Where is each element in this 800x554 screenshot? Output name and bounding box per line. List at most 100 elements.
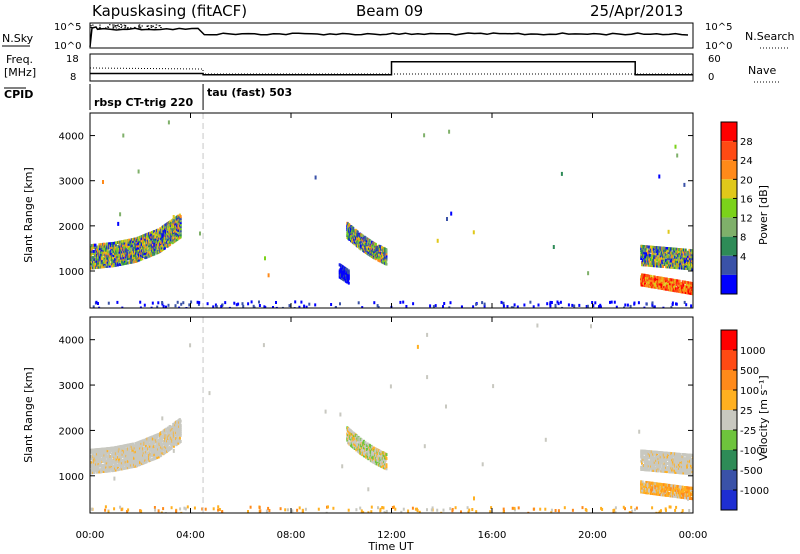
scatter-cell [377,459,380,463]
scatter-cell [143,446,146,450]
scatter-cell [691,290,693,294]
scatter-cell [689,283,692,287]
scatter-cell [654,264,657,268]
scatter-cell [684,496,687,500]
scatter-cell [117,457,120,461]
near-range-cell [182,301,185,305]
scatter-cell [659,286,662,290]
scatter-cell [111,250,114,254]
scatter-cell [656,276,659,280]
scatter-cell [643,245,646,249]
near-range-cell [98,306,101,308]
near-range-cell [690,304,693,308]
scatter-cell [130,465,133,469]
scatter-cell [659,459,662,463]
scatter-cell [652,277,655,281]
near-range-cell [214,303,217,307]
power-y-label: Slant Range [km] [22,167,35,263]
scatter-cell [122,244,125,247]
scatter-cell [103,248,106,252]
scatter-cell [662,485,665,489]
nsearch-point [114,25,117,27]
scatter-cell [656,252,659,256]
near-range-cell [167,303,170,307]
scatter-cell [653,285,656,289]
scatter-cell [98,458,101,462]
near-range-cell [188,303,191,307]
scatter-cell [93,471,95,474]
scatter-cell [685,457,688,461]
scatter-cell [179,227,182,231]
near-range-cell [685,303,688,307]
scatter-cell [99,449,102,453]
scatter-cell [653,492,656,496]
scatter-cell [643,275,646,279]
scatter-cell [641,480,644,484]
scatter-cell [177,441,180,445]
scatter-cell [670,492,673,496]
scatter-cell [151,242,154,246]
scatter-cell [148,446,151,450]
scatter-cell [108,260,111,264]
scatter-cell [366,442,369,446]
scatter-cell [100,464,103,468]
scatter-cell [652,490,655,494]
scatter-cell [680,459,683,462]
near-range-cell [298,305,301,308]
scatter-cell [137,443,140,447]
scatter-cell [650,487,652,491]
nave-tick-high: 60 [708,54,721,65]
scatter-cell [348,223,351,227]
freq-unit-label: [MHz] [4,66,36,79]
scatter-cell [684,264,687,268]
scatter-cell [113,262,116,265]
near-range-cell [448,306,451,308]
scatter-cell [674,266,677,270]
near-range-cell [594,301,597,305]
scatter-cell [170,430,173,433]
near-range-cell [305,305,308,308]
near-range-cell [275,301,277,304]
scatter-cell [93,466,96,470]
scatter-cell [125,261,128,265]
scatter-cell [377,455,380,458]
scatter-cell [662,265,665,268]
near-range-cell [561,306,564,308]
scatter-cell [382,259,385,262]
scatter-cell [667,251,670,255]
scatter-cell [648,259,651,263]
scatter-cell [380,452,383,456]
scatter-cell [656,278,659,282]
scatter-cell [134,452,137,456]
scatter-cell [689,251,692,254]
scatter-cell [155,247,158,251]
near-range-cell [402,300,405,304]
nsky-tick-high: 10^5 [54,22,81,33]
scatter-cell [365,450,368,453]
scatter-cell [641,283,644,287]
cpid-segment-1: rbsp CT-trig 220 [94,96,194,109]
scatter-cell [652,245,655,249]
isolated-cell [436,238,439,243]
nsearch-point [138,27,140,29]
scatter-cell [375,462,378,466]
scatter-cell [145,251,148,255]
scatter-cell [148,457,151,460]
near-range-cell [567,303,570,307]
near-range-cell [206,302,209,306]
scatter-cell [644,261,646,265]
scatter-cell [149,458,152,462]
scatter-cell [111,461,114,464]
scatter-cell [104,455,107,459]
scatter-cell [641,275,644,279]
scatter-cell [179,429,182,433]
scatter-cell [665,470,668,474]
scatter-cell [664,250,667,254]
nsearch-point [118,28,120,30]
near-range-cell [224,301,227,305]
scatter-cell [148,252,151,256]
scatter-cell [90,467,93,471]
scatter-cell [648,485,651,489]
scatter-cell [164,440,167,444]
scatter-cell [677,258,680,262]
